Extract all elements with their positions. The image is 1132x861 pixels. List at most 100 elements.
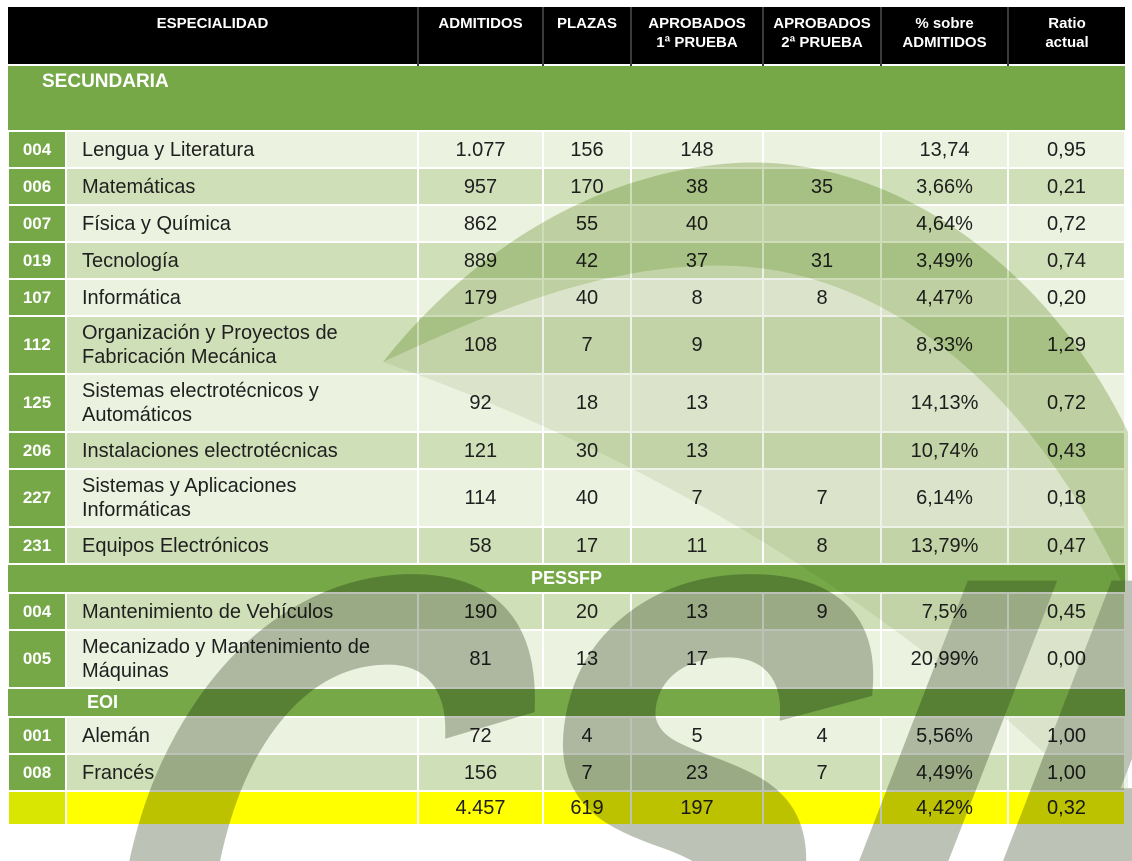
value-cell: 30	[542, 431, 632, 470]
table-row: 006 Matemáticas 957 170 38 35 3,66% 0,21	[7, 167, 1126, 206]
table-row: 001 Alemán 72 4 5 4 5,56% 1,00	[7, 716, 1126, 755]
value-cell: 179	[417, 278, 544, 317]
value-cell: 7	[630, 468, 764, 528]
name-cell: Equipos Electrónicos	[65, 526, 419, 565]
name-cell: Lengua y Literatura	[65, 130, 419, 169]
header-row: ESPECIALIDAD ADMITIDOS PLAZAS APROBADOS 1ª P…	[8, 7, 1125, 65]
value-cell: 40	[542, 468, 632, 528]
code-cell: 006	[7, 167, 67, 206]
table-row: 206 Instalaciones electrotécnicas 121 30 13 1…	[7, 431, 1126, 470]
name-cell: Francés	[65, 753, 419, 792]
value-cell: 7	[542, 753, 632, 792]
value-cell: 42	[542, 241, 632, 280]
value-cell	[762, 373, 882, 433]
header-label-line1: PLAZAS	[557, 15, 617, 32]
value-cell: 14,13%	[880, 373, 1009, 433]
value-cell: 4,64%	[880, 204, 1009, 243]
value-cell: 20,99%	[880, 629, 1009, 689]
value-cell: 4	[542, 716, 632, 755]
table-row: 005 Mecanizado y Mantenimiento de Máquina…	[7, 629, 1126, 689]
value-cell: 114	[417, 468, 544, 528]
header-label-line1: APROBADOS	[773, 15, 871, 32]
section-title-secundaria: SECUNDARIA	[8, 64, 1125, 132]
table-row: 008 Francés 156 7 23 7 4,49% 1,00	[7, 753, 1126, 792]
code-cell: 001	[7, 716, 67, 755]
value-cell: 40	[542, 278, 632, 317]
name-cell: Informática	[65, 278, 419, 317]
value-cell: 40	[630, 204, 764, 243]
header-label-line1: ADMITIDOS	[438, 15, 523, 32]
header-cell-admitidos: ADMITIDOS	[417, 7, 543, 65]
value-cell: 17	[542, 526, 632, 565]
value-cell: 148	[630, 130, 764, 169]
value-cell: 0,72	[1007, 373, 1126, 433]
value-cell: 13,79%	[880, 526, 1009, 565]
code-cell: 004	[7, 592, 67, 631]
value-cell: 11	[630, 526, 764, 565]
value-cell: 156	[542, 130, 632, 169]
code-cell: 004	[7, 130, 67, 169]
value-cell: 9	[762, 592, 882, 631]
code-cell: 227	[7, 468, 67, 528]
header-label-line2: actual	[1045, 34, 1089, 51]
value-cell	[762, 130, 882, 169]
table-row: 004 Mantenimiento de Vehículos 190 20 13 9 7,5…	[7, 592, 1126, 631]
table-row: 231 Equipos Electrónicos 58 17 11 8 13,79% 0,47	[7, 526, 1126, 565]
value-cell: 8	[630, 278, 764, 317]
value-cell: 8	[762, 278, 882, 317]
table-row: 112 Organización y Proyectos de Fabricaci…	[7, 315, 1126, 375]
value-cell	[762, 431, 882, 470]
value-cell: 5,56%	[880, 716, 1009, 755]
code-cell: 107	[7, 278, 67, 317]
value-cell: 0,47	[1007, 526, 1126, 565]
value-cell	[762, 629, 882, 689]
table-header: ESPECIALIDAD ADMITIDOS PLAZAS APROBADOS 1ª P…	[8, 7, 1125, 65]
value-cell: 8	[762, 526, 882, 565]
value-cell: 0,20	[1007, 278, 1126, 317]
value-cell: 13,74	[880, 130, 1009, 169]
value-cell: 156	[417, 753, 544, 792]
header-cell-aprobados1: APROBADOS 1ª PRUEBA	[630, 7, 763, 65]
value-cell: 7	[542, 315, 632, 375]
value-cell: 72	[417, 716, 544, 755]
total-row: 4.457 619 197 4,42% 0,32	[7, 790, 1126, 826]
value-cell: 35	[762, 167, 882, 206]
header-label-line2: 1ª PRUEBA	[656, 34, 738, 51]
header-cell-pct_admitidos: % sobre ADMITIDOS	[880, 7, 1008, 65]
value-cell: 81	[417, 629, 544, 689]
name-cell: Instalaciones electrotécnicas	[65, 431, 419, 470]
value-cell: 121	[417, 431, 544, 470]
code-cell: 206	[7, 431, 67, 470]
value-cell: 0,43	[1007, 431, 1126, 470]
table-row: 125 Sistemas electrotécnicos y Automático…	[7, 373, 1126, 433]
header-label-line1: % sobre	[915, 15, 974, 32]
value-cell: 9	[630, 315, 764, 375]
value-cell: 889	[417, 241, 544, 280]
value-cell: 17	[630, 629, 764, 689]
value-cell: 0,45	[1007, 592, 1126, 631]
value-cell: 1.077	[417, 130, 544, 169]
value-cell: 3,49%	[880, 241, 1009, 280]
name-cell: Mecanizado y Mantenimiento de Máquinas	[65, 629, 419, 689]
total-corner-cell	[7, 790, 67, 826]
value-cell: 0,18	[1007, 468, 1126, 528]
value-cell: 957	[417, 167, 544, 206]
section-band-row: PESSFP	[8, 563, 1125, 594]
value-cell	[762, 315, 882, 375]
value-cell: 7	[762, 468, 882, 528]
header-cell-aprobados2: APROBADOS 2ª PRUEBA	[762, 7, 881, 65]
value-cell	[762, 204, 882, 243]
name-cell: Sistemas y Aplicaciones Informáticas	[65, 468, 419, 528]
value-cell: 92	[417, 373, 544, 433]
value-cell: 6,14%	[880, 468, 1009, 528]
table-row: 007 Física y Química 862 55 40 4,64% 0,72	[7, 204, 1126, 243]
value-cell: 0,74	[1007, 241, 1126, 280]
name-cell: Alemán	[65, 716, 419, 755]
code-cell: 005	[7, 629, 67, 689]
name-cell: Matemáticas	[65, 167, 419, 206]
total-value-cell: 197	[630, 790, 764, 826]
name-cell: Física y Química	[65, 204, 419, 243]
value-cell: 0,00	[1007, 629, 1126, 689]
table-row: 227 Sistemas y Aplicaciones Informáticas 1…	[7, 468, 1126, 528]
